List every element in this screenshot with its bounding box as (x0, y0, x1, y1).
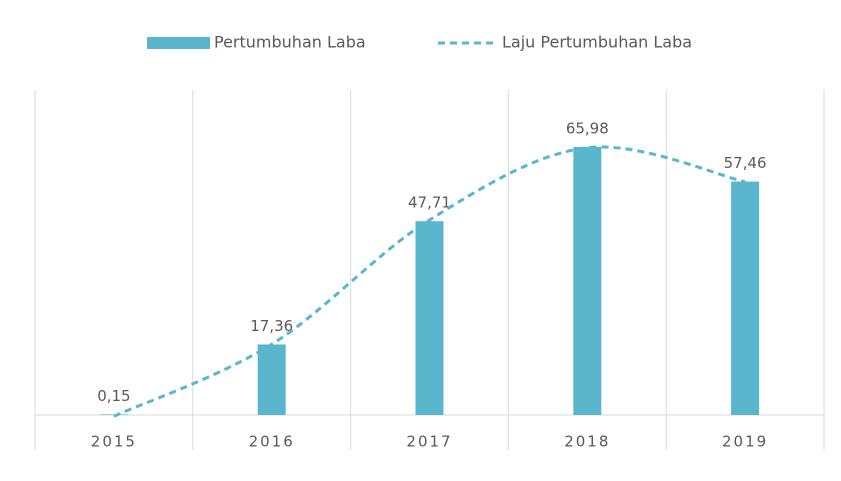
value-label: 57,46 (724, 154, 767, 172)
x-tick-label: 2019 (722, 433, 768, 451)
legend-swatch (147, 37, 210, 49)
value-label: 47,71 (408, 194, 451, 212)
bar (258, 344, 286, 415)
bar (573, 147, 601, 415)
legend-label: Pertumbuhan Laba (214, 33, 366, 52)
bar (416, 221, 444, 415)
x-tick-label: 2016 (249, 433, 295, 451)
legend-label: Laju Pertumbuhan Laba (502, 33, 692, 52)
x-tick-label: 2015 (91, 433, 137, 451)
chart: 2015 2016 2017 2018 2019 0,15 17,36 47,71 65,98 5… (0, 0, 841, 481)
x-tick-label: 2018 (564, 433, 610, 451)
value-label: 0,15 (97, 387, 130, 405)
value-label: 65,98 (566, 119, 609, 137)
bar (731, 182, 759, 415)
x-tick-label: 2017 (406, 433, 452, 451)
value-label: 17,36 (250, 317, 293, 335)
